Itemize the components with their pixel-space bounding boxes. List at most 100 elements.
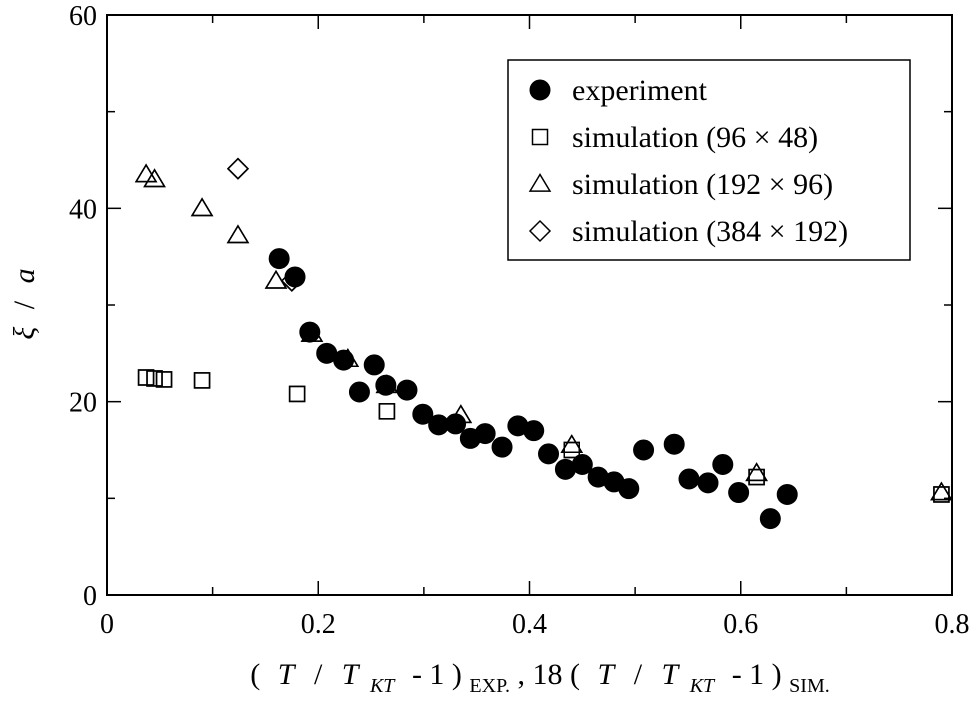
y-tick-label: 20 <box>69 388 97 419</box>
x-label-T1: T <box>278 658 297 691</box>
legend-marker-filled-circle <box>529 79 551 101</box>
x-axis-label: ( T / T KT - 1 ) EXP. , 18 ( T / T KT - … <box>250 658 830 699</box>
legend-items: experiment simulation (96 × 48) simulation… <box>528 74 848 248</box>
open-triangle-point-overlay <box>336 348 360 368</box>
x-label-slash2: / <box>634 658 643 691</box>
open-diamond-point-overlay <box>280 269 303 292</box>
filled-circle-point <box>412 403 434 425</box>
open-square-point-overlay <box>146 370 163 387</box>
open-square-point <box>137 369 155 386</box>
x-tick-label: 0.4 <box>512 609 547 640</box>
open-diamond-point-overlay <box>226 157 250 180</box>
x-label-T3: T <box>598 658 617 691</box>
filled-circle-point <box>678 468 700 490</box>
x-label-minus1: - 1 ) <box>412 658 462 691</box>
open-triangle-point <box>190 197 214 217</box>
filled-circle-point <box>396 379 418 401</box>
filled-circle-point <box>571 454 593 475</box>
filled-circle-point <box>759 508 781 530</box>
filled-circle-point <box>538 443 560 465</box>
open-triangle-point-overlay <box>745 462 768 482</box>
y-tick-label: 60 <box>69 1 97 32</box>
series-filled-circle <box>268 248 798 530</box>
y-axis-label-symbol: ξ <box>8 327 41 340</box>
legend-label: simulation (96 × 48) <box>572 121 818 154</box>
x-label-kt1: KT <box>369 675 396 697</box>
filled-circle-point <box>445 413 467 435</box>
x-tick-label: 0 <box>100 609 114 640</box>
open-square-point <box>155 371 173 388</box>
x-label-sim: SIM. <box>789 675 830 697</box>
x-label-mid: , 18 ( <box>518 658 581 691</box>
axis-tick-labels: 0 0.2 0.4 0.6 0.8 0 20 40 60 <box>69 1 970 640</box>
open-square-point <box>378 403 396 420</box>
filled-circle-point <box>663 433 685 455</box>
x-label-T4: T <box>662 658 681 691</box>
open-triangle-point-overlay <box>226 224 250 244</box>
open-square-point-overlay <box>137 369 155 386</box>
open-square-point-overlay <box>378 403 396 420</box>
open-square-point-overlay <box>563 441 580 459</box>
y-tick-label: 0 <box>83 581 97 612</box>
series-overlay-open-triangle <box>134 163 953 501</box>
legend-marker-open-square <box>531 128 549 146</box>
filled-circle-point <box>284 266 306 288</box>
y-axis-label-slash: / <box>8 300 41 309</box>
open-diamond-point <box>226 157 250 180</box>
filled-circle-point <box>728 482 750 504</box>
y-axis-label-unit: a <box>8 268 41 283</box>
open-triangle-point-overlay <box>930 481 953 501</box>
open-square-point-overlay <box>288 385 306 403</box>
open-square-point-overlay <box>193 372 211 389</box>
filled-circle-point <box>618 478 640 500</box>
x-tick-label: 0.8 <box>935 609 970 640</box>
open-triangle-point-overlay <box>264 269 288 289</box>
axis-ticks <box>106 14 953 596</box>
open-triangle-point-overlay <box>190 197 214 217</box>
filled-circle-point <box>712 454 734 475</box>
open-square-point <box>193 372 211 389</box>
filled-circle-point <box>268 248 290 270</box>
open-square-point-overlay <box>155 371 173 388</box>
filled-circle-point <box>697 472 719 494</box>
x-label-T2: T <box>342 658 361 691</box>
x-label-open: ( <box>250 658 260 691</box>
x-label-exp: EXP. <box>469 675 510 697</box>
legend-label: simulation (384 × 192) <box>572 215 848 248</box>
legend: experiment simulation (96 × 48) simulation… <box>507 59 911 261</box>
x-tick-label: 0.2 <box>301 609 336 640</box>
x-label-kt2: KT <box>689 675 716 697</box>
filled-circle-point <box>491 436 513 458</box>
y-axis-label: ξ / a <box>8 268 41 339</box>
legend-label: experiment <box>572 74 708 107</box>
open-square-point <box>146 370 163 387</box>
x-tick-label: 0.6 <box>723 609 758 640</box>
filled-circle-point <box>776 483 798 505</box>
open-square-point <box>288 385 306 403</box>
legend-marker-open-diamond <box>528 219 552 243</box>
filled-circle-point <box>633 439 655 461</box>
filled-circle-point <box>375 374 397 396</box>
x-label-minus2: - 1 ) <box>732 658 782 691</box>
y-tick-label: 40 <box>69 194 97 225</box>
filled-circle-point <box>523 420 545 442</box>
series-overlay-open-diamond <box>226 157 303 292</box>
legend-label: simulation (192 × 96) <box>572 168 833 201</box>
x-label-slash1: / <box>314 658 323 691</box>
filled-circle-point <box>348 381 370 403</box>
legend-box <box>507 59 911 261</box>
series-open-square <box>137 369 950 503</box>
filled-circle-point <box>474 423 496 445</box>
open-triangle-point-overlay <box>375 374 399 394</box>
open-triangle-point-overlay <box>300 323 324 342</box>
open-triangle-point-overlay <box>560 434 584 454</box>
open-triangle-point-overlay <box>143 168 166 188</box>
open-triangle-point-overlay <box>449 404 473 424</box>
open-triangle-point-overlay <box>134 163 158 183</box>
filled-circle-point <box>363 354 385 376</box>
series-overlay-open-square <box>137 369 950 503</box>
legend-marker-open-triangle <box>528 173 552 192</box>
data-points <box>134 157 953 530</box>
open-triangle-point <box>226 224 250 244</box>
